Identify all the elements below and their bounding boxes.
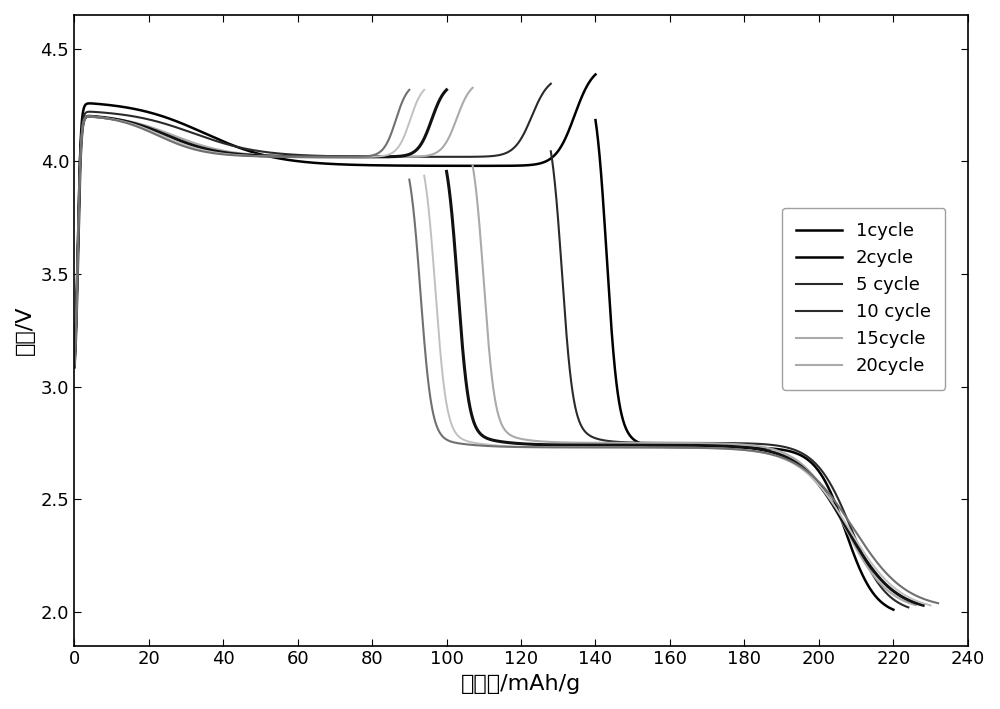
15cycle xyxy=(202,147,214,155)
10 cycle xyxy=(111,115,123,123)
20cycle xyxy=(397,96,409,105)
10 cycle xyxy=(68,363,80,372)
2cycle xyxy=(151,117,163,125)
20cycle xyxy=(361,152,373,160)
20cycle xyxy=(126,121,138,129)
2cycle xyxy=(535,91,547,100)
5 cycle xyxy=(68,363,80,372)
Legend: 1cycle, 2cycle, 5 cycle, 10 cycle, 15cycle, 20cycle: 1cycle, 2cycle, 5 cycle, 10 cycle, 15cyc… xyxy=(782,208,945,390)
1cycle xyxy=(589,70,601,79)
5 cycle xyxy=(467,84,479,92)
2cycle xyxy=(484,152,496,160)
Line: 1cycle: 1cycle xyxy=(74,74,595,367)
1cycle xyxy=(579,85,591,94)
5 cycle xyxy=(238,150,250,158)
20cycle xyxy=(106,115,118,123)
20cycle xyxy=(403,86,415,94)
10 cycle xyxy=(133,121,145,129)
X-axis label: 比容量/mAh/g: 比容量/mAh/g xyxy=(461,674,581,694)
10 cycle xyxy=(441,86,453,94)
10 cycle xyxy=(433,96,445,105)
Line: 5 cycle: 5 cycle xyxy=(74,88,473,367)
1cycle xyxy=(159,113,171,121)
1cycle xyxy=(268,153,280,162)
15cycle xyxy=(129,121,141,129)
15cycle xyxy=(411,96,423,105)
10 cycle xyxy=(227,150,239,158)
2cycle xyxy=(251,147,263,155)
5 cycle xyxy=(416,152,428,160)
15cycle xyxy=(68,363,80,372)
15cycle xyxy=(218,150,230,158)
2cycle xyxy=(123,111,135,120)
5 cycle xyxy=(137,121,149,129)
5 cycle xyxy=(114,115,126,123)
1cycle xyxy=(291,157,303,165)
Line: 15cycle: 15cycle xyxy=(74,90,424,367)
15cycle xyxy=(108,115,120,123)
10 cycle xyxy=(211,147,223,155)
5 cycle xyxy=(459,95,471,104)
Line: 10 cycle: 10 cycle xyxy=(74,90,447,367)
15cycle xyxy=(418,86,430,94)
20cycle xyxy=(211,150,223,158)
Line: 20cycle: 20cycle xyxy=(74,90,409,367)
5 cycle xyxy=(221,147,233,155)
20cycle xyxy=(68,363,80,372)
10 cycle xyxy=(393,152,405,160)
2cycle xyxy=(68,362,80,371)
15cycle xyxy=(374,152,386,160)
1cycle xyxy=(68,362,80,371)
20cycle xyxy=(197,147,209,155)
1cycle xyxy=(128,104,140,113)
Line: 2cycle: 2cycle xyxy=(74,84,551,367)
2cycle xyxy=(545,79,557,88)
1cycle xyxy=(523,161,535,169)
2cycle xyxy=(272,149,284,157)
Y-axis label: 电压/V: 电压/V xyxy=(15,306,35,355)
